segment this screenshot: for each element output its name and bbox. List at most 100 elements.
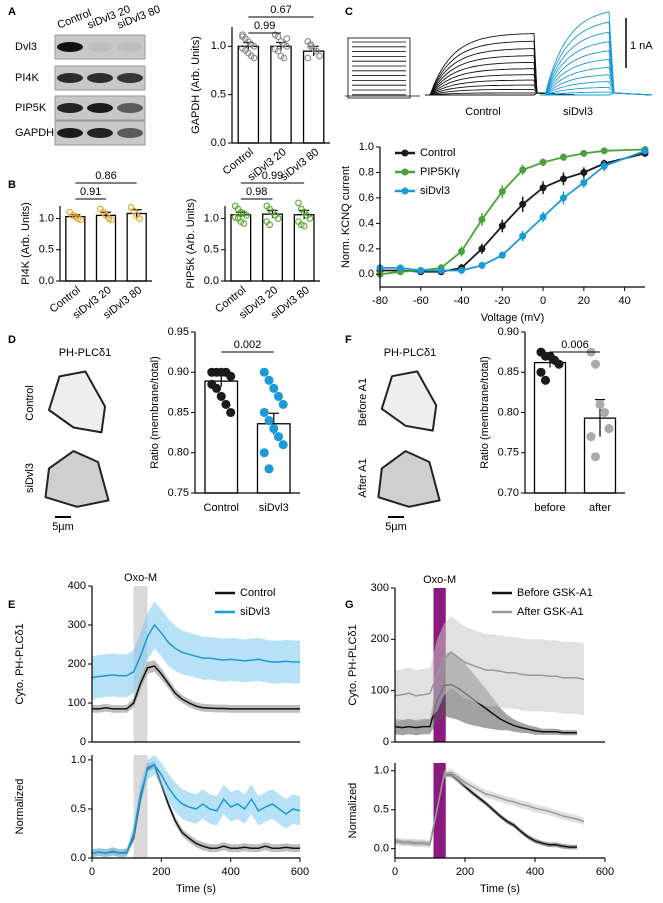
sidvl3-trace	[540, 58, 653, 96]
cell-image	[377, 450, 441, 508]
y-tick-label: 1.0	[39, 212, 54, 224]
control-trace	[425, 79, 576, 96]
series-line	[91, 763, 301, 854]
y-axis-label: GAPDH (Arb. Units)	[190, 36, 202, 134]
sidvl3-trace	[540, 74, 653, 96]
data-point	[274, 215, 282, 222]
x-tick-label: -40	[454, 295, 470, 307]
x-tick-label: 200	[456, 866, 474, 878]
data-point	[519, 232, 527, 240]
data-point	[519, 166, 527, 174]
data-point	[264, 415, 274, 426]
data-point	[264, 375, 274, 385]
data-point	[559, 194, 567, 202]
panel-label: E	[8, 599, 15, 611]
x-tick-label: 400	[526, 866, 544, 878]
bar	[270, 45, 292, 144]
p-value: 0.002	[234, 339, 262, 351]
y-tick-label: 0.0	[359, 268, 374, 280]
p-value: 0.99	[254, 20, 275, 32]
y-axis-label: Ratio (membrane/total)	[479, 356, 491, 469]
error-band	[395, 616, 584, 722]
data-point	[313, 47, 320, 55]
x-tick-label: -80	[372, 295, 388, 307]
sidvl3-trace	[540, 21, 653, 96]
series-line	[394, 683, 577, 734]
data-point	[498, 188, 506, 196]
bar	[533, 361, 567, 494]
bar	[95, 214, 117, 282]
data-point	[295, 199, 302, 207]
y-tick-label: 1.0	[204, 212, 219, 224]
legend-label: Control	[240, 587, 275, 599]
y-tick-label: 0.85	[498, 366, 519, 378]
annotation: Oxo-M	[124, 572, 157, 584]
data-point	[239, 33, 246, 41]
data-point	[478, 245, 486, 253]
scale-label: 1 nA	[630, 40, 653, 52]
image-title: PH-PLCδ1	[59, 347, 112, 359]
data-point	[259, 407, 269, 418]
blot-band	[117, 103, 143, 113]
legend-label: Control	[420, 147, 455, 159]
y-tick-label: 1.0	[374, 765, 389, 777]
y-axis-label: PI4K (Arb. Units)	[20, 202, 32, 285]
y-tick-label: 0.5	[374, 804, 389, 816]
x-axis-label: Voltage (mV)	[481, 312, 545, 324]
scale-label: 5µm	[385, 521, 407, 533]
data-point	[316, 52, 323, 60]
image-label: siDvl3	[24, 463, 36, 493]
panel-label: D	[8, 334, 16, 346]
y-tick-label: 200	[68, 658, 86, 670]
control-trace	[425, 84, 576, 96]
blot-band	[117, 42, 143, 52]
error-band	[395, 768, 584, 848]
legend-label: Before GSK-A1	[517, 587, 593, 599]
data-point	[226, 407, 236, 418]
data-point	[108, 216, 115, 224]
annotation: Oxo-M	[423, 574, 456, 586]
blot-band	[87, 73, 113, 83]
data-point	[250, 54, 258, 62]
panel-label: F	[345, 334, 352, 346]
blot-row-label: PIP5K	[15, 102, 47, 114]
data-point	[250, 42, 258, 50]
p-value: 0.006	[561, 339, 589, 351]
y-tick-label: 0.95	[168, 326, 189, 338]
control-trace	[425, 48, 576, 96]
y-tick-label: 0	[80, 736, 86, 748]
control-trace	[425, 55, 576, 96]
y-tick-label: 1.0	[359, 141, 374, 153]
x-tick-label: 20	[578, 295, 590, 307]
data-point	[478, 216, 486, 224]
legend-label: After GSK-A1	[517, 606, 584, 618]
x-tick-label: -60	[413, 295, 429, 307]
blot-band	[117, 128, 143, 138]
y-tick-label: 0.85	[168, 406, 189, 418]
p-value: 0.91	[80, 186, 101, 198]
y-tick-label: 0.0	[71, 852, 86, 864]
data-point	[280, 54, 288, 62]
y-tick-label: 0	[383, 736, 389, 748]
data-point	[498, 251, 506, 259]
data-point	[264, 464, 274, 474]
trace-label: Control	[465, 106, 500, 118]
blot-row-label: Dvl3	[15, 41, 37, 53]
data-point	[600, 162, 608, 170]
data-point	[300, 222, 308, 230]
data-point	[417, 266, 425, 274]
data-point	[595, 399, 605, 410]
control-trace	[425, 68, 576, 96]
data-point	[226, 371, 236, 381]
x-tick-label: 600	[291, 866, 309, 878]
data-point	[283, 35, 291, 42]
x-tick-label: 200	[152, 866, 170, 878]
x-tick-label: 40	[618, 295, 630, 307]
y-axis-label: Normalized	[14, 779, 26, 835]
data-point	[604, 424, 614, 434]
y-tick-label: 0.5	[39, 244, 54, 256]
legend-marker	[401, 187, 409, 195]
legend-label: PIP5KIγ	[420, 166, 460, 178]
data-point	[641, 147, 649, 155]
x-tick-label: 600	[596, 866, 614, 878]
